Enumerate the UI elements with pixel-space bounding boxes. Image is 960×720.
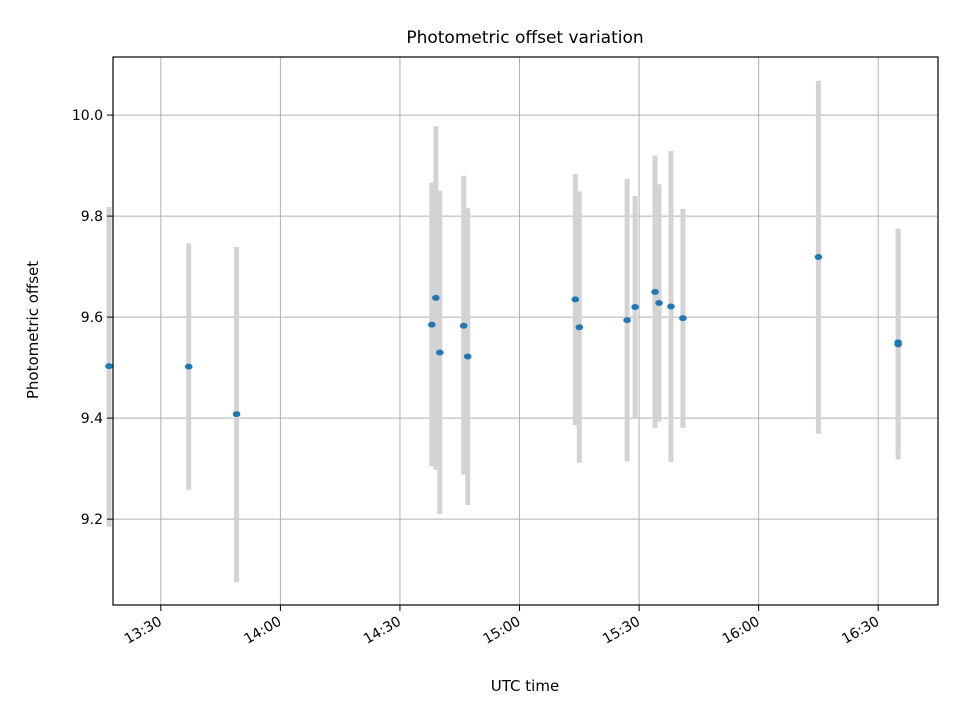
chart-title: Photometric offset variation [406,28,643,48]
data-point [105,363,113,370]
grid [113,57,938,605]
data-point [667,303,675,310]
data-point [436,349,444,356]
data-point [571,296,580,303]
data-point [679,315,687,322]
y-tick-label: 9.4 [81,411,103,427]
y-axis-title: Photometric offset [24,261,42,399]
y-tick-label: 9.2 [81,512,103,528]
data-point [623,317,631,324]
data-point [463,353,472,360]
data-points [105,254,902,418]
plot-frame [112,56,939,606]
data-point [575,324,584,331]
data-point [428,321,436,328]
data-point [232,411,241,418]
data-point [184,363,193,370]
x-axis-title: UTC time [491,677,559,695]
data-point [655,299,663,306]
data-point [459,322,468,329]
data-point [631,304,639,311]
data-point [432,294,440,301]
y-tick-label: 10.0 [72,108,103,124]
y-tick-label: 9.8 [81,209,103,225]
y-tick-label: 9.6 [81,310,103,326]
y-axis-ticks: 9.2 9.4 9.6 9.8 10.0 [72,108,113,528]
data-point [894,341,902,348]
data-point [814,254,823,261]
data-point [651,288,659,295]
